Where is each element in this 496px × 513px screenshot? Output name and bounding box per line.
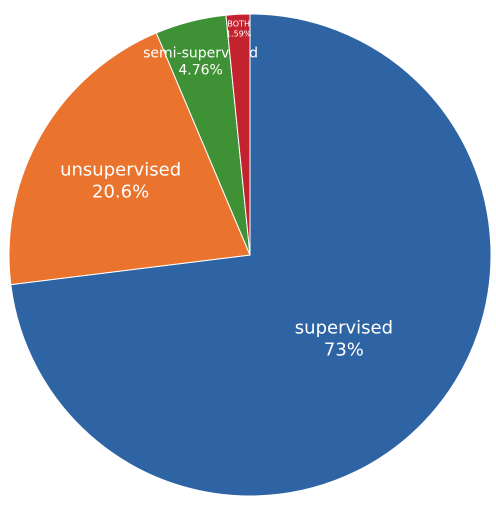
pie-slice-supervised bbox=[10, 13, 492, 497]
slice-percent-unsupervised: 20.6% bbox=[92, 182, 149, 203]
slice-label-unsupervised: unsupervised bbox=[60, 160, 181, 181]
pie-slice-unsupervised bbox=[8, 32, 251, 286]
slice-percent-both: 1.59% bbox=[226, 30, 252, 39]
slice-label-both: BOTH bbox=[227, 20, 250, 29]
slice-percent-semi-supervised: 4.76% bbox=[178, 63, 222, 79]
slice-percent-supervised: 73% bbox=[324, 339, 364, 360]
pie-slice-both bbox=[225, 13, 251, 256]
slice-label-supervised: supervised bbox=[295, 317, 393, 338]
